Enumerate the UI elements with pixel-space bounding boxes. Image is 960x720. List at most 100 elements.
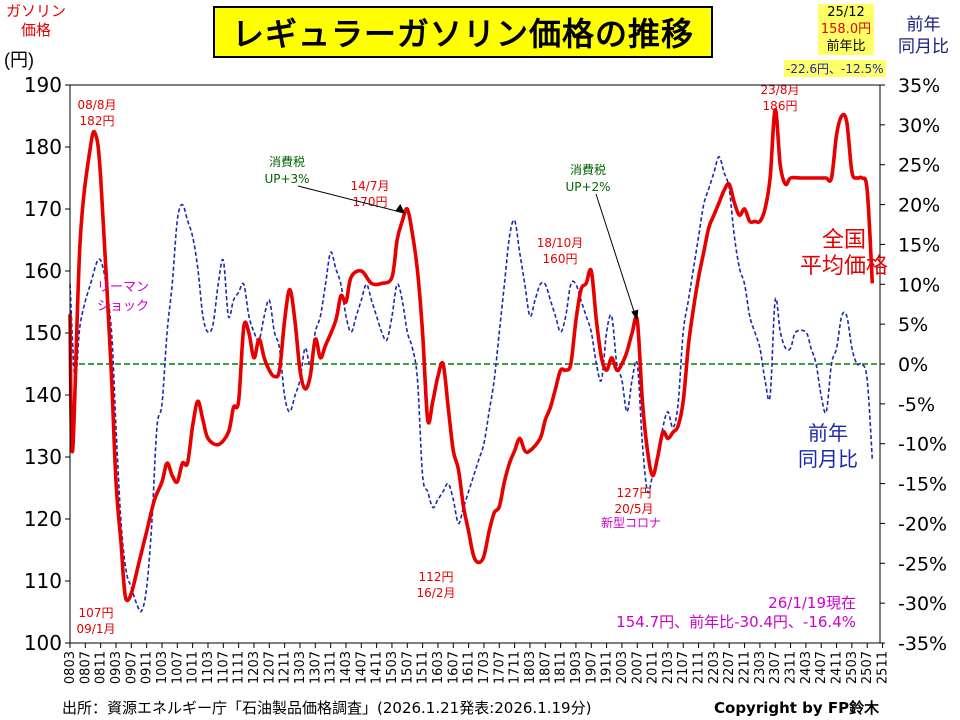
x-tick-label: 2403 (799, 651, 814, 684)
left-tick-label: 110 (24, 569, 62, 593)
right-tick-label: -25% (898, 553, 947, 575)
x-tick-label: 0811 (94, 651, 109, 684)
right-tick-label: 15% (898, 234, 940, 256)
price-annotation-line2: 16/2月 (417, 586, 456, 600)
series-label-price-line1: 全国 (822, 228, 867, 253)
x-tick-label: 1603 (431, 651, 446, 684)
left-tick-label: 130 (24, 445, 62, 469)
x-tick-label: 0911 (140, 651, 155, 684)
x-tick-label: 2511 (876, 651, 891, 684)
x-tick-label: 1511 (416, 651, 431, 684)
left-tick-label: 100 (24, 631, 62, 655)
event-label-line2: UP+2% (565, 180, 610, 194)
x-tick-label: 2107 (676, 651, 691, 684)
event-arrowhead (631, 309, 639, 321)
series-line-price (68, 107, 875, 603)
x-tick-label: 1411 (370, 651, 385, 684)
x-tick-label: 1607 (446, 651, 461, 684)
x-tick-label: 2111 (692, 651, 707, 684)
price-annotation-line1: 08/8月 (78, 98, 117, 112)
left-tick-label: 120 (24, 507, 62, 531)
left-tick-label: 150 (24, 321, 62, 345)
x-tick-label: 2007 (630, 651, 645, 684)
left-tick-label: 190 (24, 73, 62, 97)
x-tick-label: 1207 (262, 651, 277, 684)
left-axis-unit: (円) (4, 50, 34, 70)
price-annotation-line1: 107円 (79, 606, 114, 620)
x-tick-label: 1003 (155, 651, 170, 684)
x-tick-label: 1707 (492, 651, 507, 684)
right-tick-label: 5% (898, 314, 928, 336)
x-tick-label: 2407 (814, 651, 829, 684)
x-tick-label: 1407 (354, 651, 369, 684)
event-label-line1: 消費税 (570, 162, 606, 177)
left-axis-title-line2: 価格 (21, 21, 52, 39)
right-tick-label: -5% (898, 394, 935, 416)
price-annotation-line2: 182円 (80, 114, 115, 128)
event-label-line2: ショック (97, 299, 149, 314)
right-tick-label: -10% (898, 434, 947, 456)
right-tick-label: -30% (898, 593, 947, 615)
x-tick-label: 2211 (738, 651, 753, 684)
x-tick-label: 1107 (216, 651, 231, 684)
current-note-line2: 154.7円、前年比-30.4円、-16.4% (616, 613, 856, 631)
event-label-line2: UP+3% (264, 172, 309, 186)
series-label-yoy-line1: 前年 (808, 421, 848, 445)
right-tick-label: -15% (898, 474, 947, 496)
left-tick-label: 160 (24, 259, 62, 283)
x-tick-label: 1311 (324, 651, 339, 684)
event-arrow (595, 193, 637, 319)
latest-yoy-label: 前年比 (818, 38, 874, 55)
right-axis-title: 前年 同月比 (898, 14, 949, 58)
x-tick-label: 1007 (170, 651, 185, 684)
price-annotation-line2: 186円 (763, 99, 798, 113)
price-annotation-line2: 09/1月 (77, 622, 116, 636)
right-tick-label: 30% (898, 115, 940, 137)
x-axis-ticks: 0803 0807 0811 0903 0907 0911 1003 1007 1011 1103… (63, 643, 891, 684)
price-annotation-line2: 160円 (543, 252, 578, 266)
x-tick-label: 1711 (508, 651, 523, 684)
x-tick-label: 1911 (600, 651, 615, 684)
left-tick-label: 180 (24, 135, 62, 159)
series-label-price: 全国 平均価格 (800, 228, 888, 280)
event-arrow (297, 185, 405, 214)
right-tick-label: 20% (898, 195, 940, 217)
current-note-line1: 26/1/19現在 (768, 594, 856, 612)
event-label-line1: 消費税 (269, 154, 305, 169)
x-tick-label: 1103 (201, 651, 216, 684)
x-tick-label: 1303 (293, 651, 308, 684)
price-annotation-line1: 14/7月 (351, 179, 390, 193)
x-tick-label: 1307 (308, 651, 323, 684)
x-tick-label: 1811 (554, 651, 569, 684)
series-label-price-line2: 平均価格 (800, 254, 889, 279)
x-tick-label: 1111 (232, 651, 247, 684)
x-tick-label: 1611 (462, 651, 477, 684)
x-tick-label: 0907 (124, 651, 139, 684)
right-axis-title-line2: 同月比 (898, 37, 949, 57)
x-tick-label: 1011 (186, 651, 201, 684)
series-label-yoy: 前年 同月比 (798, 420, 858, 472)
left-tick-label: 170 (24, 197, 62, 221)
x-tick-label: 0903 (109, 651, 124, 684)
latest-yoy-value: -22.6円、-12.5% (784, 60, 886, 77)
x-tick-label: 1807 (538, 651, 553, 684)
x-tick-label: 1211 (278, 651, 293, 684)
chart-title-text: レギュラーガソリン価格の推移 (231, 15, 694, 53)
x-tick-label: 2507 (860, 651, 875, 684)
copyright: Copyright by FP鈴木 (714, 699, 880, 717)
x-tick-label: 2303 (753, 651, 768, 684)
latest-month: 25/12 (818, 4, 874, 21)
current-note: 26/1/19現在 154.7円、前年比-30.4円、-16.4% (600, 594, 856, 632)
x-tick-label: 0807 (78, 651, 93, 684)
x-tick-label: 1803 (523, 651, 538, 684)
event-label: 新型コロナ (601, 515, 661, 530)
series-label-yoy-line2: 同月比 (798, 447, 858, 471)
latest-price: 158.0円 (818, 21, 874, 38)
x-tick-label: 1503 (385, 651, 400, 684)
left-axis-title: ガソリン 価格 (6, 2, 66, 40)
x-tick-label: 0803 (63, 651, 78, 684)
x-tick-label: 2307 (768, 651, 783, 684)
right-tick-label: 10% (898, 274, 940, 296)
event-label-line1: リーマン (97, 280, 149, 295)
